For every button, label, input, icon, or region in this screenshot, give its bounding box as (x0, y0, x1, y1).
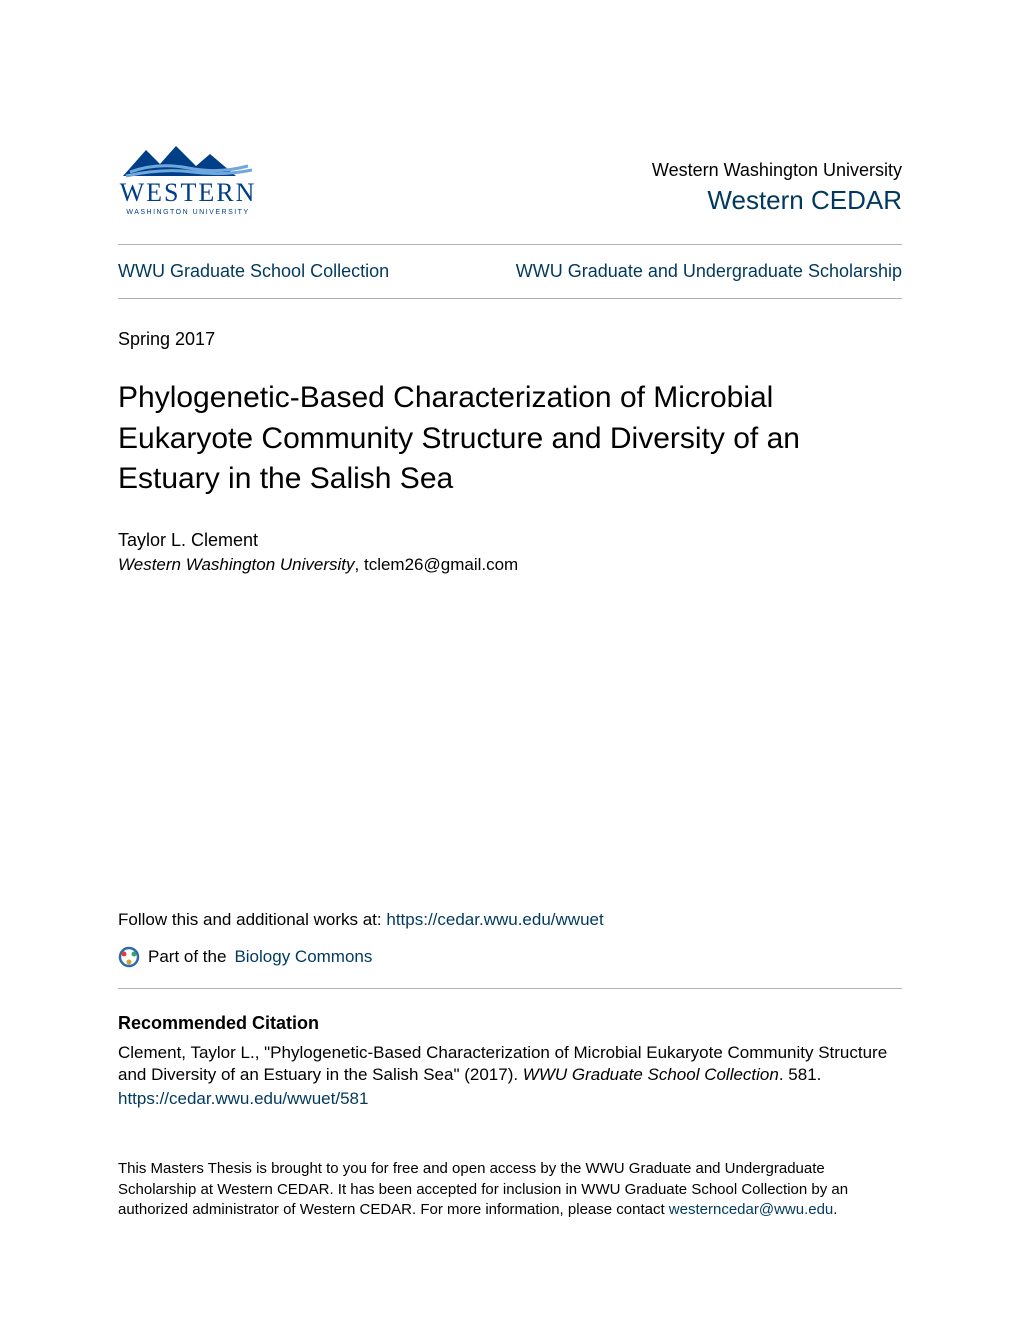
page-container: WESTERN WASHINGTON UNIVERSITY Western Wa… (0, 0, 1020, 1260)
author-email: , tclem26@gmail.com (355, 555, 519, 574)
institution-logo: WESTERN WASHINGTON UNIVERSITY (118, 140, 258, 216)
commons-network: Part of the Biology Commons (118, 946, 902, 968)
institution-name: Western Washington University (652, 160, 902, 181)
publication-date: Spring 2017 (118, 329, 902, 350)
author-affiliation: Western Washington University, tclem26@g… (118, 555, 902, 575)
contact-email-link[interactable]: westerncedar@wwu.edu (669, 1201, 833, 1218)
header: WESTERN WASHINGTON UNIVERSITY Western Wa… (118, 140, 902, 216)
commons-link[interactable]: Biology Commons (234, 947, 372, 967)
citation-text: Clement, Taylor L., "Phylogenetic-Based … (118, 1042, 902, 1088)
citation-url-link[interactable]: https://cedar.wwu.edu/wwuet/581 (118, 1089, 368, 1109)
logo-wordmark: WESTERN (120, 178, 257, 208)
divider (118, 988, 902, 989)
network-icon (118, 946, 140, 968)
breadcrumb: WWU Graduate School Collection WWU Gradu… (118, 245, 902, 298)
breadcrumb-collection-link[interactable]: WWU Graduate School Collection (118, 261, 389, 282)
divider (118, 298, 902, 299)
logo-subtitle: WASHINGTON UNIVERSITY (126, 209, 249, 216)
footer-period: . (833, 1201, 837, 1218)
follow-works: Follow this and additional works at: htt… (118, 910, 902, 930)
network-prefix: Part of the (148, 947, 226, 967)
citation-collection: WWU Graduate School Collection (523, 1065, 779, 1084)
citation-suffix: . 581. (779, 1065, 822, 1084)
author-institution: Western Washington University (118, 555, 355, 574)
repository-link[interactable]: Western CEDAR (707, 185, 902, 215)
follow-link[interactable]: https://cedar.wwu.edu/wwuet (386, 910, 603, 929)
access-statement: This Masters Thesis is brought to you fo… (118, 1159, 902, 1220)
mountain-icon (118, 140, 258, 180)
breadcrumb-scholarship-link[interactable]: WWU Graduate and Undergraduate Scholarsh… (516, 261, 902, 282)
document-title: Phylogenetic-Based Characterization of M… (118, 378, 902, 500)
institution-block: Western Washington University Western CE… (652, 160, 902, 216)
repository-name: Western CEDAR (652, 185, 902, 216)
follow-prefix: Follow this and additional works at: (118, 910, 386, 929)
author-name: Taylor L. Clement (118, 530, 902, 551)
recommended-citation-heading: Recommended Citation (118, 1013, 902, 1034)
